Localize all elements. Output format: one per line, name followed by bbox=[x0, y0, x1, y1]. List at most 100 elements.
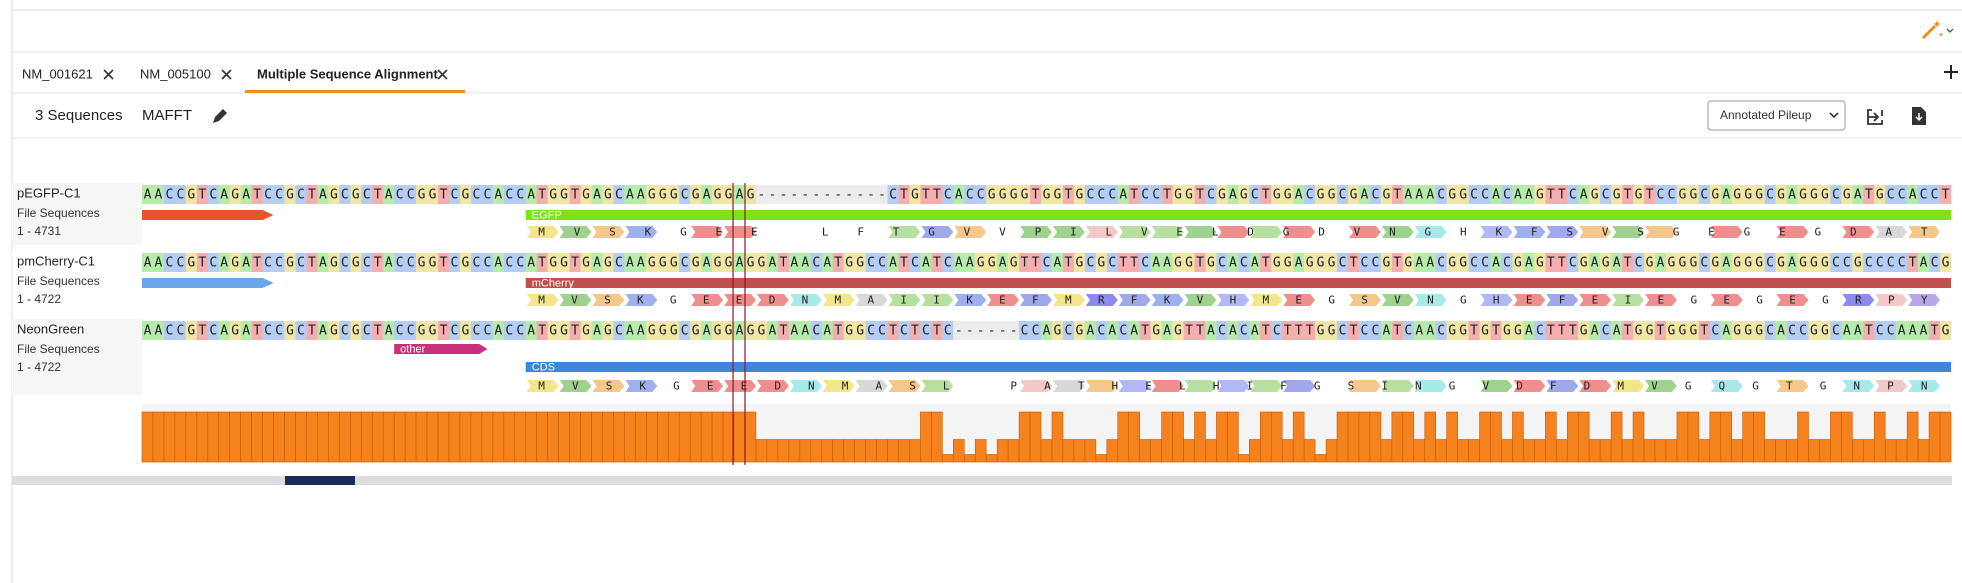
base-cell bbox=[481, 253, 494, 272]
coverage-bar bbox=[624, 411, 636, 463]
base-cell bbox=[690, 253, 702, 272]
coverage-bar bbox=[459, 411, 472, 463]
base-cell bbox=[1742, 253, 1754, 272]
tab-underline bbox=[245, 90, 465, 93]
tab[interactable]: NM_001621 bbox=[22, 66, 93, 81]
codon-arrow bbox=[921, 380, 954, 392]
base-cell bbox=[1468, 253, 1480, 272]
base-cell bbox=[657, 185, 669, 204]
coverage-bar bbox=[1862, 439, 1875, 463]
import-icon[interactable] bbox=[1867, 109, 1883, 125]
base-cell bbox=[1589, 253, 1601, 272]
feature-label: CDS bbox=[532, 361, 555, 373]
base-cell bbox=[1720, 185, 1733, 204]
codon-arrow bbox=[1020, 226, 1052, 238]
base-cell bbox=[1205, 321, 1217, 340]
base-cell bbox=[240, 321, 252, 340]
coverage-bar bbox=[656, 411, 669, 463]
tab-close[interactable] bbox=[103, 69, 114, 80]
codon-arrow bbox=[1743, 294, 1776, 306]
base-cell bbox=[438, 321, 450, 340]
edit-icon[interactable] bbox=[213, 109, 227, 123]
base-cell bbox=[481, 321, 494, 340]
coverage-bar bbox=[942, 454, 954, 463]
add-tab[interactable] bbox=[1944, 65, 1958, 79]
codon-arrow bbox=[1052, 380, 1085, 392]
coverage-bar bbox=[1117, 411, 1130, 463]
base-cell bbox=[1852, 253, 1864, 272]
base-cell bbox=[207, 321, 220, 340]
base-cell bbox=[997, 253, 1009, 272]
base-cell bbox=[1907, 185, 1919, 204]
base-cell bbox=[361, 253, 373, 272]
base-cell bbox=[679, 321, 691, 340]
base-cell bbox=[1183, 185, 1195, 204]
coverage-bar bbox=[591, 411, 603, 463]
tab[interactable]: NM_005100 bbox=[140, 66, 211, 81]
base-cell bbox=[536, 185, 548, 204]
codon-arrow bbox=[1052, 294, 1085, 306]
base-cell bbox=[1731, 253, 1743, 272]
base-cell bbox=[1819, 321, 1831, 340]
magic-wand[interactable] bbox=[1921, 20, 1954, 40]
tab-close[interactable] bbox=[437, 69, 448, 80]
base-cell bbox=[503, 253, 516, 272]
base-cell bbox=[207, 253, 220, 272]
base-cell bbox=[1501, 321, 1513, 340]
base-cell bbox=[1227, 185, 1239, 204]
base-cell bbox=[1753, 185, 1765, 204]
base-cell bbox=[766, 185, 779, 204]
codon-arrow bbox=[1908, 380, 1941, 392]
row-range: 1 - 4722 bbox=[17, 360, 61, 374]
view-select[interactable] bbox=[1707, 100, 1846, 131]
base-cell bbox=[964, 321, 976, 340]
codon-arrow bbox=[526, 380, 559, 392]
base-cell bbox=[1271, 321, 1283, 340]
codon-arrow bbox=[789, 294, 822, 306]
tab-active[interactable]: Multiple Sequence Alignment bbox=[257, 66, 438, 81]
base-cell bbox=[1545, 253, 1557, 272]
coverage-bar bbox=[1051, 411, 1064, 463]
coverage-bar bbox=[887, 439, 899, 463]
base-cell bbox=[470, 321, 483, 340]
row-source: File Sequences bbox=[17, 342, 100, 356]
codon-arrow bbox=[1118, 226, 1151, 238]
base-cell bbox=[1556, 185, 1568, 204]
scroll-thumb[interactable] bbox=[285, 476, 355, 485]
tab-close[interactable] bbox=[221, 69, 232, 80]
base-cell bbox=[1019, 253, 1031, 272]
base-cell bbox=[1468, 321, 1480, 340]
base-cell bbox=[394, 321, 406, 340]
coverage-bar bbox=[1786, 439, 1798, 463]
base-cell bbox=[1106, 185, 1119, 204]
base-cell bbox=[832, 253, 844, 272]
scrollbar[interactable] bbox=[12, 476, 1952, 485]
base-cell bbox=[1929, 321, 1941, 340]
base-cell bbox=[470, 185, 483, 204]
codon-arrow bbox=[691, 380, 724, 392]
base-cell bbox=[1161, 253, 1173, 272]
base-cell bbox=[1545, 321, 1557, 340]
base-cell bbox=[602, 321, 614, 340]
base-cell bbox=[1326, 185, 1338, 204]
base-cell bbox=[942, 321, 954, 340]
base-cell bbox=[997, 185, 1009, 204]
codon-arrow bbox=[987, 294, 1020, 306]
codon-arrow bbox=[1480, 294, 1513, 306]
base-cell bbox=[163, 185, 176, 204]
base-cell bbox=[339, 321, 351, 340]
coverage-bar bbox=[1325, 439, 1338, 463]
base-cell bbox=[1633, 185, 1645, 204]
base-cell bbox=[240, 253, 252, 272]
base-cell bbox=[1808, 321, 1820, 340]
base-cell bbox=[525, 321, 537, 340]
coverage-bar bbox=[163, 411, 176, 463]
download-icon[interactable] bbox=[1912, 107, 1926, 125]
base-cell bbox=[448, 253, 461, 272]
base-cell bbox=[1117, 253, 1130, 272]
coverage-bar bbox=[525, 411, 537, 463]
base-cell bbox=[1293, 321, 1305, 340]
base-cell bbox=[1337, 185, 1349, 204]
base-cell bbox=[1775, 321, 1787, 340]
base-cell bbox=[1896, 253, 1908, 272]
